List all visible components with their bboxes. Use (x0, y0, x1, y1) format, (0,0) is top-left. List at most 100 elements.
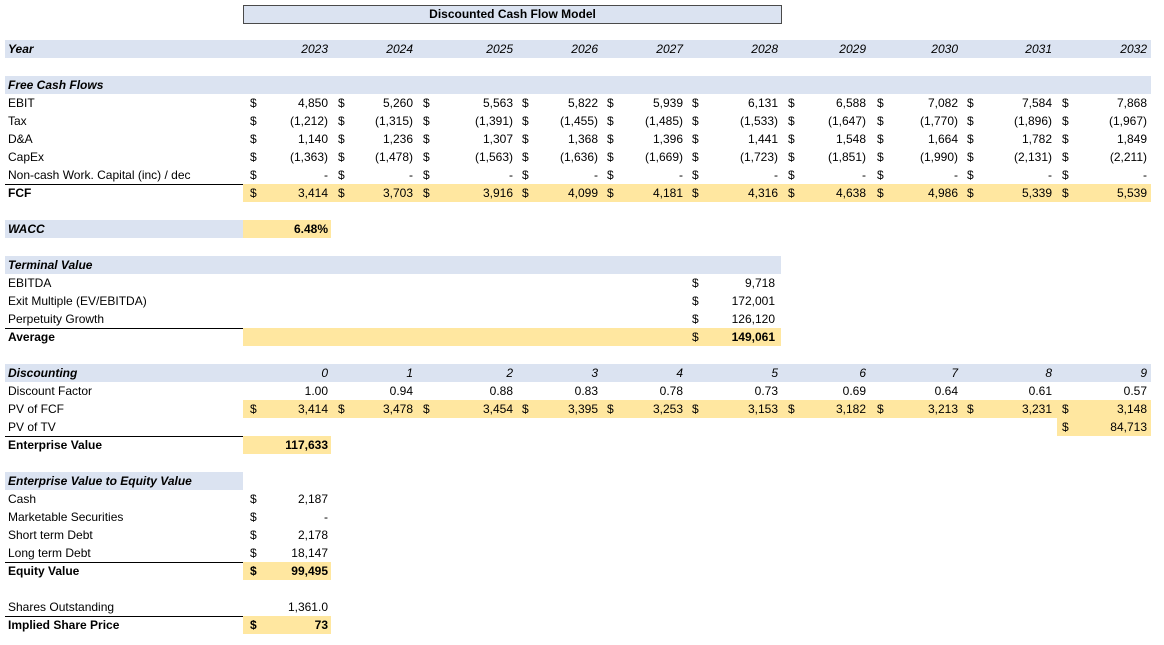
currency-symbol: $ (522, 186, 529, 200)
discounting-section-label: Discounting (8, 366, 78, 380)
price-band (243, 616, 331, 634)
terminal-header-band (5, 256, 781, 274)
currency-symbol: $ (522, 96, 529, 110)
currency-symbol: $ (250, 528, 257, 542)
equity-value-cell: 18,147 (291, 546, 328, 560)
currency-symbol: $ (692, 168, 699, 182)
period-cell: 3 (591, 366, 598, 380)
price-row: Implied Share Price $73 (0, 616, 1164, 634)
terminal-row: Exit Multiple (EV/EBITDA) $172,001 (0, 292, 1164, 310)
currency-symbol: $ (692, 186, 699, 200)
fcf-value: (1,770) (919, 114, 958, 128)
currency-symbol: $ (338, 168, 345, 182)
fcf-value: (1,990) (919, 150, 958, 164)
fcf-total-value: 5,339 (1021, 186, 1052, 200)
ev-rule (5, 436, 331, 437)
fcf-header-band (5, 76, 1151, 94)
fcf-row: D&A $1,140 $1,236 $1,307 $1,368 $1,396 $1,441 $… (0, 130, 1164, 148)
fcf-row-label: CapEx (8, 150, 45, 164)
enterprise-value-row: Enterprise Value 117,633 (0, 436, 1164, 454)
year-cell: 2026 (571, 42, 598, 56)
currency-symbol: $ (338, 402, 345, 416)
fcf-row-label: EBIT (8, 96, 35, 110)
discount-factor-value: 0.88 (489, 384, 513, 398)
period-cell: 1 (406, 366, 413, 380)
equity-header-band (5, 472, 243, 490)
discount-factor-value: 0.69 (842, 384, 866, 398)
currency-symbol: $ (522, 168, 529, 182)
fcf-value: 6,131 (747, 96, 778, 110)
currency-symbol: $ (250, 546, 257, 560)
fcf-value: (2,131) (1013, 150, 1052, 164)
equity-header-row: Enterprise Value to Equity Value (0, 472, 1164, 490)
currency-symbol: $ (1062, 96, 1069, 110)
currency-symbol: $ (607, 402, 614, 416)
currency-symbol: $ (788, 150, 795, 164)
fcf-value: (1,485) (644, 114, 683, 128)
fcf-value: (1,723) (739, 150, 778, 164)
wacc-label-band (5, 220, 243, 238)
pv-fcf-label: PV of FCF (8, 402, 65, 416)
ev-label: Enterprise Value (8, 438, 103, 452)
fcf-total-row: FCF $3,414 $3,703 $3,916 $4,099 $4,181 $4,316 $… (0, 184, 1164, 202)
fcf-value: - (324, 168, 328, 182)
year-label: Year (8, 42, 34, 56)
currency-symbol: $ (250, 492, 257, 506)
period-cell: 9 (1140, 366, 1147, 380)
fcf-row: Tax $ (1,212) $ (1,315) $ (1,391) $ (1,455) $ (1,4… (0, 112, 1164, 130)
discount-factor-label: Discount Factor (8, 384, 93, 398)
fcf-row: CapEx $ (1,363) $ (1,478) $ (1,563) $ (1,636) $ (1… (0, 148, 1164, 166)
currency-symbol: $ (522, 402, 529, 416)
fcf-value: (1,967) (1108, 114, 1147, 128)
currency-symbol: $ (692, 150, 699, 164)
year-cell: 2028 (751, 42, 778, 56)
pv-tv-band (1057, 418, 1151, 436)
currency-symbol: $ (607, 114, 614, 128)
currency-symbol: $ (877, 96, 884, 110)
currency-symbol: $ (607, 150, 614, 164)
currency-symbol: $ (423, 402, 430, 416)
currency-symbol: $ (877, 132, 884, 146)
fcf-value: 7,868 (1116, 96, 1147, 110)
terminal-average-row: Average $149,061 (0, 328, 1164, 346)
fcf-value: 6,588 (835, 96, 866, 110)
currency-symbol: $ (423, 186, 430, 200)
terminal-average-band (243, 328, 781, 346)
wacc-value: 6.48% (293, 222, 328, 236)
discount-factor-value: 1.00 (304, 384, 328, 398)
currency-symbol: $ (692, 96, 699, 110)
discount-factor-value: 0.73 (754, 384, 778, 398)
fcf-value: (1,478) (374, 150, 413, 164)
pv-tv-label: PV of TV (8, 420, 56, 434)
period-cell: 6 (859, 366, 866, 380)
price-value: 73 (314, 618, 328, 632)
currency-symbol: $ (250, 186, 257, 200)
currency-symbol: $ (607, 168, 614, 182)
fcf-value: - (954, 168, 958, 182)
pv-fcf-row: PV of FCF $3,414 $3,478 $3,454 $3,395 $3,253 $… (0, 400, 1164, 418)
fcf-row-label: Non-cash Work. Capital (inc) / dec (8, 168, 191, 182)
discount-factor-value: 0.64 (934, 384, 958, 398)
currency-symbol: $ (692, 132, 699, 146)
terminal-section-label: Terminal Value (8, 258, 93, 272)
equity-row-label: Cash (8, 492, 37, 506)
pv-fcf-value: 3,395 (567, 402, 598, 416)
year-header-row: Year 2023 2024 2025 2026 2027 2028 2029 2030 2031… (0, 40, 1164, 58)
period-cell: 7 (951, 366, 958, 380)
terminal-header-row: Terminal Value (0, 256, 1164, 274)
currency-symbol: $ (1062, 150, 1069, 164)
currency-symbol: $ (250, 564, 257, 578)
currency-symbol: $ (1062, 420, 1069, 434)
fcf-value: (1,315) (374, 114, 413, 128)
fcf-value: - (679, 168, 683, 182)
fcf-value: 1,664 (927, 132, 958, 146)
currency-symbol: $ (1062, 168, 1069, 182)
fcf-value: 1,396 (652, 132, 683, 146)
fcf-value: 7,082 (927, 96, 958, 110)
pv-fcf-value: 3,414 (297, 402, 328, 416)
discount-factor-row: Discount Factor 1.00 0.94 0.88 0.83 0.78 0.73 0… (0, 382, 1164, 400)
currency-symbol: $ (250, 168, 257, 182)
fcf-value: (1,212) (289, 114, 328, 128)
fcf-total-value: 4,316 (747, 186, 778, 200)
currency-symbol: $ (877, 168, 884, 182)
